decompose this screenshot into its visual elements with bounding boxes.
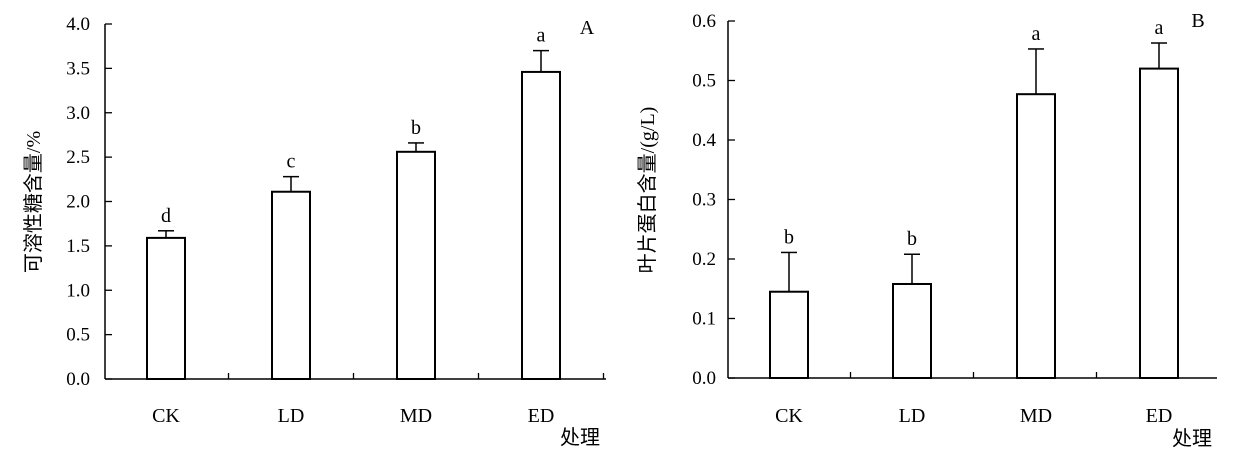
significance-letter: d — [161, 205, 171, 227]
significance-letter: a — [537, 25, 546, 47]
y-tick-label: 0.0 — [66, 369, 90, 390]
y-tick-label: 0.3 — [692, 190, 716, 211]
category-label: MD — [400, 405, 432, 427]
bar-ld — [892, 282, 932, 379]
significance-letter: a — [1032, 23, 1041, 45]
y-tick-label: 0.6 — [692, 11, 716, 32]
bar-ck — [146, 236, 186, 380]
bar-md — [396, 150, 436, 380]
y-tick-label: 0.0 — [692, 368, 716, 389]
panel-label: A — [580, 17, 595, 39]
x-axis-label: 处理 — [1172, 427, 1212, 450]
y-tick-label: 3.0 — [66, 103, 90, 124]
category-label: LD — [899, 405, 926, 427]
bar-ed — [521, 70, 561, 381]
category-label: ED — [528, 405, 555, 427]
y-tick-label: 2.5 — [66, 147, 90, 168]
significance-letter: a — [1155, 17, 1164, 39]
bar-ck — [769, 290, 809, 380]
category-label: CK — [775, 405, 803, 427]
y-tick-label: 0.5 — [692, 71, 716, 92]
y-tick-label: 2.0 — [66, 192, 90, 213]
significance-letter: b — [411, 117, 421, 139]
category-label: CK — [152, 405, 180, 427]
x-axis-label: 处理 — [560, 426, 600, 449]
y-axis-label: 叶片蛋白含量/(g/L) — [636, 107, 659, 274]
y-tick-label: 1.5 — [66, 236, 90, 257]
y-tick-label: 3.5 — [66, 58, 90, 79]
bar-ed — [1139, 67, 1179, 379]
significance-letter: c — [287, 151, 296, 173]
y-axis-label: 可溶性糖含量/% — [22, 131, 45, 273]
category-label: MD — [1020, 405, 1052, 427]
y-tick-label: 0.2 — [692, 249, 716, 270]
y-tick-label: 0.1 — [692, 309, 716, 330]
significance-letter: b — [907, 228, 917, 250]
panel-label: B — [1191, 10, 1204, 32]
y-tick-label: 0.5 — [66, 325, 90, 346]
y-tick-label: 4.0 — [66, 14, 90, 35]
bar-ld — [271, 190, 311, 380]
category-label: LD — [278, 405, 305, 427]
bar-md — [1016, 93, 1056, 379]
y-tick-label: 0.4 — [692, 130, 716, 151]
y-tick-label: 1.0 — [66, 280, 90, 301]
significance-letter: b — [784, 226, 794, 248]
category-label: ED — [1146, 405, 1173, 427]
